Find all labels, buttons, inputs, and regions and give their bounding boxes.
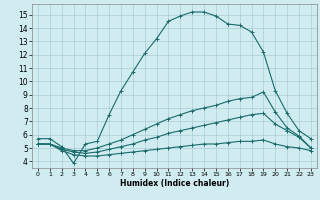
X-axis label: Humidex (Indice chaleur): Humidex (Indice chaleur)	[120, 179, 229, 188]
